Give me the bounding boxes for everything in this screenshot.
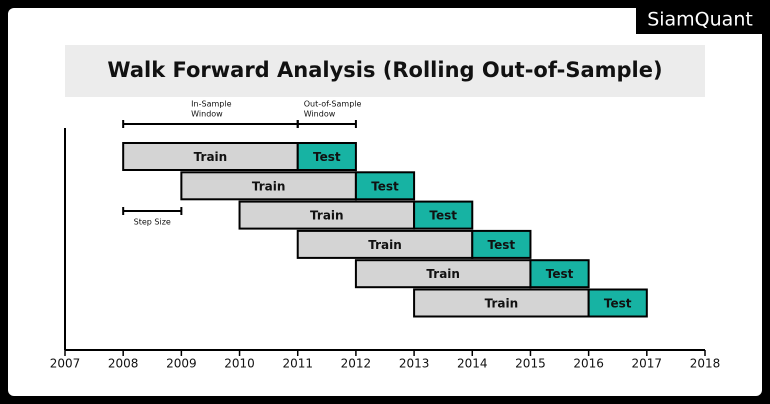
segment-label: Test xyxy=(546,267,574,281)
segment xyxy=(122,142,299,171)
segment-label: Test xyxy=(371,179,399,193)
x-tick-label: 2011 xyxy=(282,357,313,371)
segment xyxy=(413,288,590,318)
segment-label: Test xyxy=(604,297,632,311)
bracket-label: In-Sample xyxy=(191,100,231,109)
segment xyxy=(238,200,416,230)
segment-label: Train xyxy=(368,238,402,252)
segment xyxy=(180,171,357,201)
segment-label: Test xyxy=(313,150,341,164)
title-box xyxy=(65,45,705,97)
x-tick-label: 2009 xyxy=(166,357,197,371)
segment xyxy=(354,171,416,201)
x-tick-label: 2007 xyxy=(50,357,81,371)
segment xyxy=(529,259,590,289)
segment xyxy=(471,229,532,259)
segment xyxy=(354,259,532,289)
segment xyxy=(587,288,648,318)
segment-label: Train xyxy=(426,267,460,281)
segment-label: Test xyxy=(429,209,457,223)
brand: SiamQuant xyxy=(647,9,753,31)
segment xyxy=(413,200,474,230)
x-tick-label: 2010 xyxy=(224,357,255,371)
segment-label: Train xyxy=(252,179,286,193)
bracket-label: Step Size xyxy=(134,218,171,227)
segment-label: Train xyxy=(310,209,344,223)
segment-label: Test xyxy=(488,238,516,252)
x-tick-label: 2017 xyxy=(632,357,663,371)
bracket-label: Window xyxy=(304,110,336,119)
chart-title: Walk Forward Analysis (Rolling Out-of-Sa… xyxy=(107,58,662,82)
x-tick-label: 2014 xyxy=(457,357,488,371)
segment xyxy=(296,229,474,259)
x-tick-label: 2018 xyxy=(690,357,721,371)
segment-label: Train xyxy=(194,150,228,164)
segment-label: Train xyxy=(485,297,519,311)
x-tick-label: 2013 xyxy=(399,357,430,371)
bracket-label: Window xyxy=(191,110,223,119)
bracket-label: Out-of-Sample xyxy=(304,100,362,109)
x-tick-label: 2016 xyxy=(573,357,604,371)
x-tick-label: 2008 xyxy=(108,357,139,371)
brand-box xyxy=(636,4,766,34)
x-tick-label: 2012 xyxy=(341,357,372,371)
x-tick-label: 2015 xyxy=(515,357,546,371)
segment xyxy=(296,142,357,171)
